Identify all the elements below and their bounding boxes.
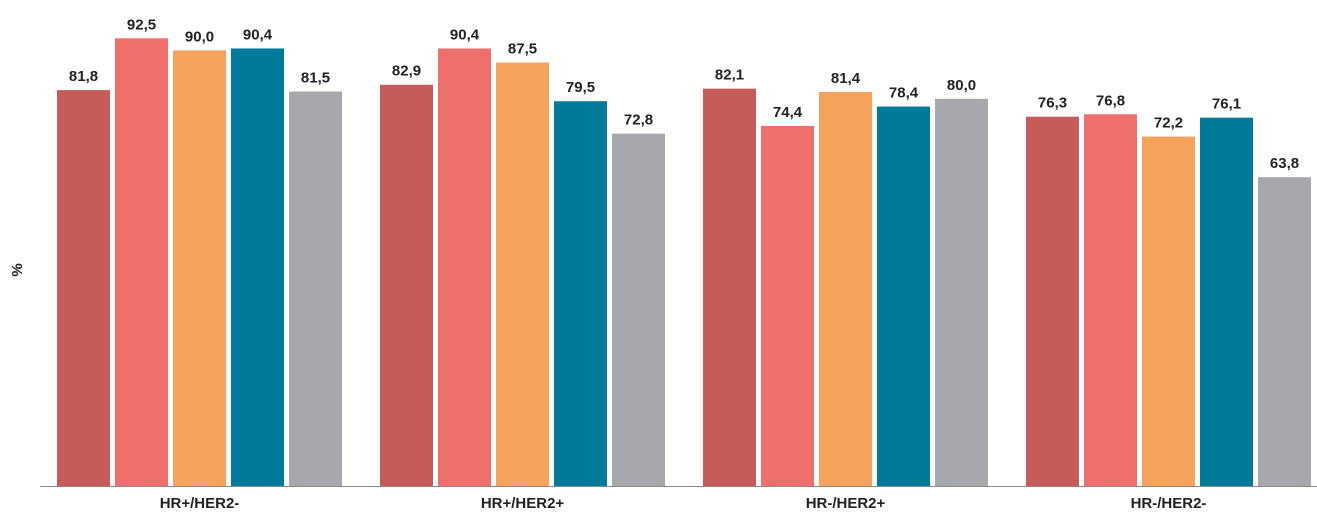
bar bbox=[1142, 136, 1195, 486]
bar bbox=[438, 48, 491, 487]
bar bbox=[612, 133, 665, 486]
value-label: 76,8 bbox=[1096, 92, 1125, 109]
bar bbox=[380, 84, 433, 486]
bar bbox=[57, 90, 110, 486]
bar bbox=[289, 91, 342, 486]
x-tick-label: HR-/HER2- bbox=[1131, 495, 1207, 512]
bar bbox=[1084, 114, 1137, 487]
x-tick-label: HR+/HER2+ bbox=[481, 495, 565, 512]
value-label: 72,8 bbox=[624, 112, 653, 129]
value-label: 78,4 bbox=[889, 85, 919, 102]
value-label: 90,4 bbox=[450, 26, 480, 43]
value-label: 79,5 bbox=[566, 79, 595, 96]
value-label: 63,8 bbox=[1270, 155, 1299, 172]
bar bbox=[554, 101, 607, 486]
bar bbox=[1026, 116, 1079, 486]
bar bbox=[877, 106, 930, 486]
bar bbox=[819, 92, 872, 487]
bar bbox=[231, 48, 284, 487]
value-label: 72,2 bbox=[1154, 115, 1183, 132]
value-label: 92,5 bbox=[127, 16, 156, 33]
bar bbox=[496, 62, 549, 486]
value-label: 81,8 bbox=[69, 68, 98, 85]
bar bbox=[1200, 117, 1253, 487]
value-label: 82,1 bbox=[715, 67, 744, 84]
value-label: 90,4 bbox=[243, 26, 273, 43]
value-label: 87,5 bbox=[508, 40, 537, 57]
bar bbox=[115, 38, 168, 487]
bar bbox=[935, 98, 988, 487]
value-label: 82,9 bbox=[392, 63, 421, 80]
value-label: 76,3 bbox=[1038, 95, 1067, 112]
bar bbox=[173, 50, 226, 487]
value-label: 81,5 bbox=[301, 70, 330, 87]
value-label: 81,4 bbox=[831, 70, 861, 87]
value-label: 90,0 bbox=[185, 28, 214, 45]
value-label: 76,1 bbox=[1212, 96, 1241, 113]
x-tick-label: HR-/HER2+ bbox=[806, 495, 886, 512]
bar bbox=[1258, 177, 1311, 486]
bar bbox=[761, 125, 814, 487]
value-label: 74,4 bbox=[773, 104, 803, 121]
bar bbox=[703, 88, 756, 487]
value-label: 80,0 bbox=[947, 77, 976, 94]
x-tick-label: HR+/HER2- bbox=[160, 495, 240, 512]
y-axis-label: % bbox=[9, 263, 26, 276]
